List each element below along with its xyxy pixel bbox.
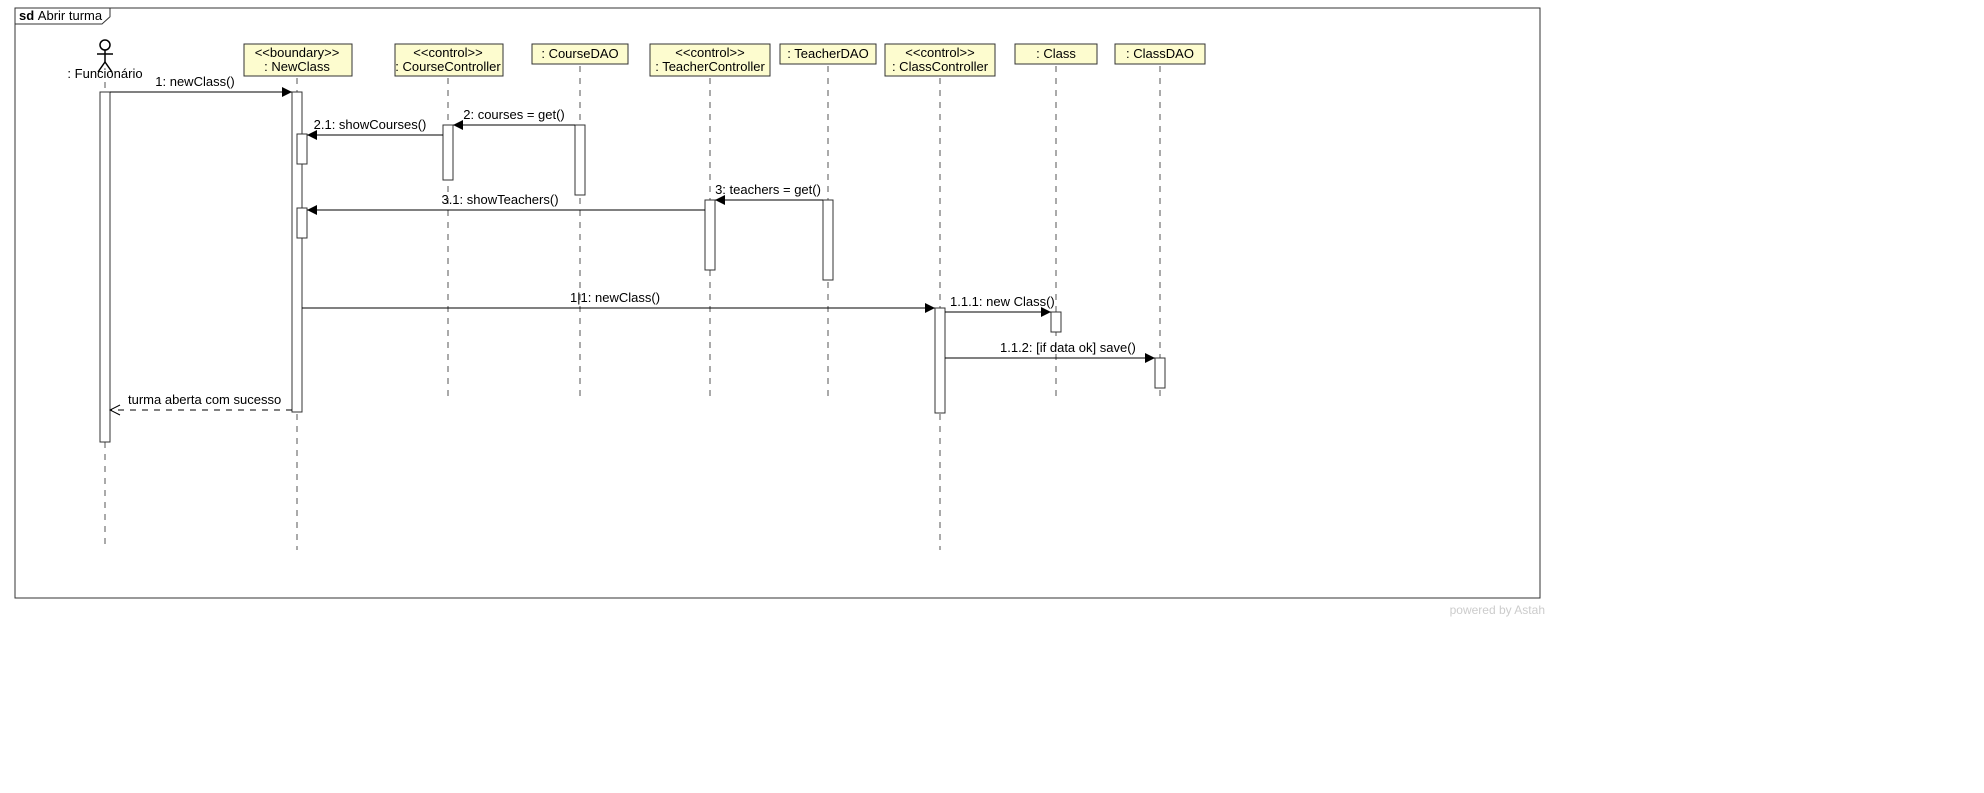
activation-newclass: [297, 134, 307, 164]
frame-title: sd Abrir turma: [19, 8, 103, 23]
sequence-diagram: sd Abrir turma : Funcionário <<boundary>>:…: [0, 0, 1555, 620]
svg-text:: CourseDAO: : CourseDAO: [541, 46, 618, 61]
svg-text:<<control>>: <<control>>: [675, 45, 744, 60]
message-label: 3.1: showTeachers(): [441, 192, 558, 207]
activation-coursectl: [443, 125, 453, 180]
activation-classdao: [1155, 358, 1165, 388]
svg-text:: Class: : Class: [1036, 46, 1076, 61]
activation-teachctl: [705, 200, 715, 270]
message-label: 1: newClass(): [155, 74, 234, 89]
svg-text:: TeacherDAO: : TeacherDAO: [787, 46, 868, 61]
message-label: 2.1: showCourses(): [314, 117, 427, 132]
activation-classctl: [935, 308, 945, 413]
svg-text:: CourseController: : CourseController: [395, 59, 501, 74]
message-label: 3: teachers = get(): [715, 182, 821, 197]
svg-text:<<control>>: <<control>>: [905, 45, 974, 60]
activation-coursedao: [575, 125, 585, 195]
activation-actor: [100, 92, 110, 442]
message-label: 2: courses = get(): [463, 107, 565, 122]
svg-text:: NewClass: : NewClass: [264, 59, 330, 74]
activation-newclass: [297, 208, 307, 238]
message-label: 1.1.1: new Class(): [950, 294, 1055, 309]
message-label: 1|1: newClass(): [570, 290, 660, 305]
svg-text:: ClassDAO: : ClassDAO: [1126, 46, 1194, 61]
svg-text:<<control>>: <<control>>: [413, 45, 482, 60]
message-label: turma aberta com sucesso: [128, 392, 281, 407]
activation-teachdao: [823, 200, 833, 280]
svg-text:<<boundary>>: <<boundary>>: [255, 45, 340, 60]
svg-text:: ClassController: : ClassController: [892, 59, 989, 74]
watermark: powered by Astah: [1450, 603, 1545, 617]
activation-class: [1051, 312, 1061, 332]
svg-text:: TeacherController: : TeacherController: [655, 59, 765, 74]
diagram-frame: [15, 8, 1540, 598]
actor-label: : Funcionário: [67, 66, 142, 81]
message-label: 1.1.2: [if data ok] save(): [1000, 340, 1136, 355]
